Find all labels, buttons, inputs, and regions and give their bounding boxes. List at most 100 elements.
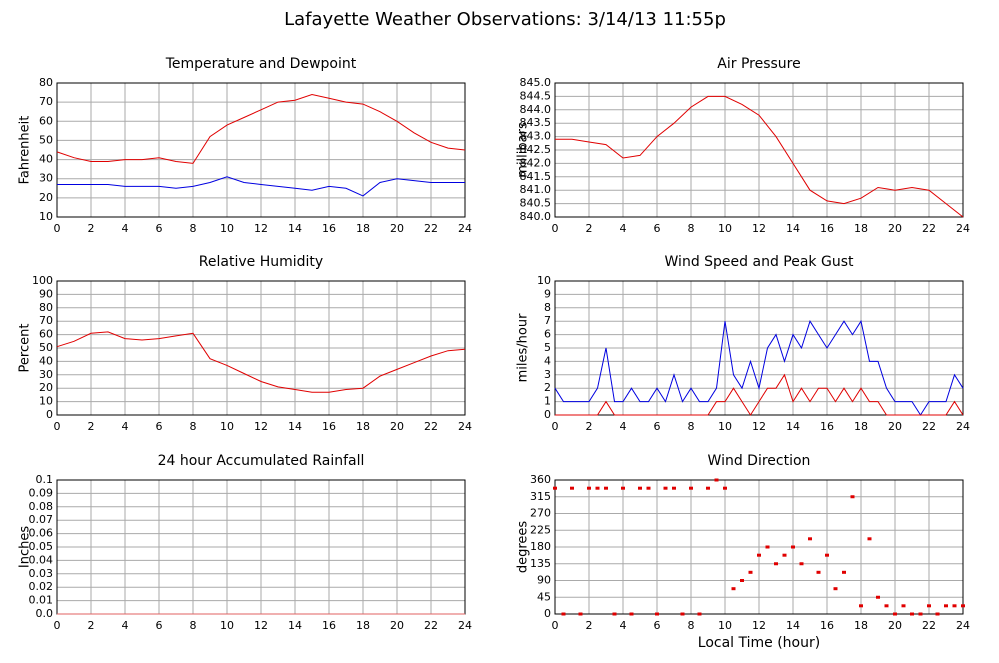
y-axis-label: millibars bbox=[516, 122, 531, 178]
x-tick-label: 20 bbox=[390, 420, 404, 433]
point bbox=[859, 604, 863, 608]
x-tick-label: 6 bbox=[156, 619, 163, 632]
x-tick-label: 24 bbox=[956, 619, 970, 632]
x-tick-label: 8 bbox=[688, 619, 695, 632]
y-tick-label: 844.0 bbox=[520, 103, 552, 116]
y-tick-label: 360 bbox=[530, 473, 551, 486]
x-tick-label: 22 bbox=[424, 619, 438, 632]
x-tick-label: 8 bbox=[688, 222, 695, 235]
x-tick-label: 14 bbox=[288, 420, 302, 433]
point bbox=[961, 604, 965, 608]
x-tick-label: 4 bbox=[122, 619, 129, 632]
point bbox=[714, 478, 719, 482]
x-tick-label: 16 bbox=[322, 420, 336, 433]
x-tick-label: 10 bbox=[220, 420, 234, 433]
x-tick-label: 2 bbox=[88, 420, 95, 433]
x-tick-label: 0 bbox=[552, 420, 559, 433]
point bbox=[578, 612, 583, 616]
point bbox=[612, 612, 617, 616]
y-tick-label: 10 bbox=[39, 395, 53, 408]
x-tick-label: 12 bbox=[752, 222, 766, 235]
point bbox=[553, 486, 557, 490]
x-tick-label: 14 bbox=[288, 619, 302, 632]
x-tick-label: 24 bbox=[458, 420, 472, 433]
x-tick-label: 22 bbox=[424, 222, 438, 235]
y-tick-label: 40 bbox=[39, 153, 53, 166]
x-tick-label: 16 bbox=[820, 420, 834, 433]
x-tick-label: 14 bbox=[786, 619, 800, 632]
point bbox=[672, 486, 676, 490]
point bbox=[910, 612, 914, 616]
point bbox=[825, 553, 829, 557]
x-tick-label: 12 bbox=[254, 420, 268, 433]
y-tick-label: 10 bbox=[39, 210, 53, 223]
x-tick-label: 22 bbox=[922, 222, 936, 235]
y-tick-label: 6 bbox=[544, 328, 551, 341]
x-tick-label: 8 bbox=[190, 420, 197, 433]
y-tick-label: 70 bbox=[39, 314, 53, 327]
series-line bbox=[57, 176, 465, 197]
x-tick-label: 18 bbox=[854, 420, 868, 433]
x-tick-label: 12 bbox=[752, 420, 766, 433]
series-line bbox=[555, 373, 964, 416]
x-tick-label: 12 bbox=[254, 222, 268, 235]
x-tick-label: 0 bbox=[54, 420, 61, 433]
plot-frame bbox=[56, 280, 466, 416]
y-tick-label: 60 bbox=[39, 328, 53, 341]
x-tick-label: 24 bbox=[956, 222, 970, 235]
x-tick-label: 10 bbox=[718, 619, 732, 632]
y-tick-label: 2 bbox=[544, 381, 551, 394]
y-tick-label: 50 bbox=[39, 341, 53, 354]
x-tick-label: 18 bbox=[854, 619, 868, 632]
y-tick-label: 180 bbox=[530, 540, 551, 553]
x-tick-label: 18 bbox=[356, 222, 370, 235]
y-tick-label: 0.02 bbox=[29, 580, 54, 593]
x-tick-label: 24 bbox=[458, 222, 472, 235]
point bbox=[842, 570, 846, 574]
x-tick-label: 4 bbox=[620, 420, 627, 433]
point bbox=[629, 612, 634, 616]
x-tick-label: 20 bbox=[888, 420, 902, 433]
point bbox=[757, 553, 761, 557]
x-tick-label: 20 bbox=[888, 222, 902, 235]
y-tick-label: 20 bbox=[39, 191, 53, 204]
point bbox=[850, 495, 855, 499]
x-tick-label: 0 bbox=[54, 222, 61, 235]
plot-frame bbox=[554, 280, 964, 416]
x-tick-label: 2 bbox=[586, 619, 593, 632]
point bbox=[638, 486, 642, 490]
chart-title: 24 hour Accumulated Rainfall bbox=[158, 453, 365, 469]
x-tick-label: 4 bbox=[122, 222, 129, 235]
y-tick-label: 70 bbox=[39, 95, 53, 108]
x-tick-label: 2 bbox=[586, 420, 593, 433]
point bbox=[774, 562, 778, 566]
point bbox=[697, 612, 702, 616]
y-tick-label: 0.07 bbox=[29, 513, 54, 526]
y-tick-label: 843.0 bbox=[520, 130, 552, 143]
y-tick-label: 0 bbox=[46, 408, 53, 421]
y-axis-label: Fahrenheit bbox=[18, 116, 33, 185]
x-tick-label: 6 bbox=[654, 619, 661, 632]
x-tick-label: 6 bbox=[654, 420, 661, 433]
x-tick-label: 22 bbox=[424, 420, 438, 433]
y-tick-label: 0.05 bbox=[29, 540, 54, 553]
series-line bbox=[56, 331, 466, 393]
x-tick-label: 18 bbox=[356, 420, 370, 433]
y-tick-label: 0.1 bbox=[36, 473, 54, 486]
y-tick-label: 0.08 bbox=[29, 500, 54, 513]
y-tick-label: 80 bbox=[39, 301, 53, 314]
x-tick-label: 2 bbox=[586, 222, 593, 235]
chart-title: Air Pressure bbox=[717, 56, 800, 72]
y-tick-label: 0.0 bbox=[36, 607, 54, 620]
y-tick-label: 100 bbox=[32, 274, 53, 287]
x-tick-label: 6 bbox=[156, 420, 163, 433]
x-tick-label: 18 bbox=[356, 619, 370, 632]
x-tick-label: 0 bbox=[54, 619, 61, 632]
series-line bbox=[555, 95, 964, 218]
x-tick-label: 8 bbox=[190, 222, 197, 235]
plot-frame bbox=[554, 82, 964, 218]
point bbox=[799, 562, 804, 566]
x-tick-label: 4 bbox=[620, 619, 627, 632]
y-tick-label: 0 bbox=[544, 408, 551, 421]
